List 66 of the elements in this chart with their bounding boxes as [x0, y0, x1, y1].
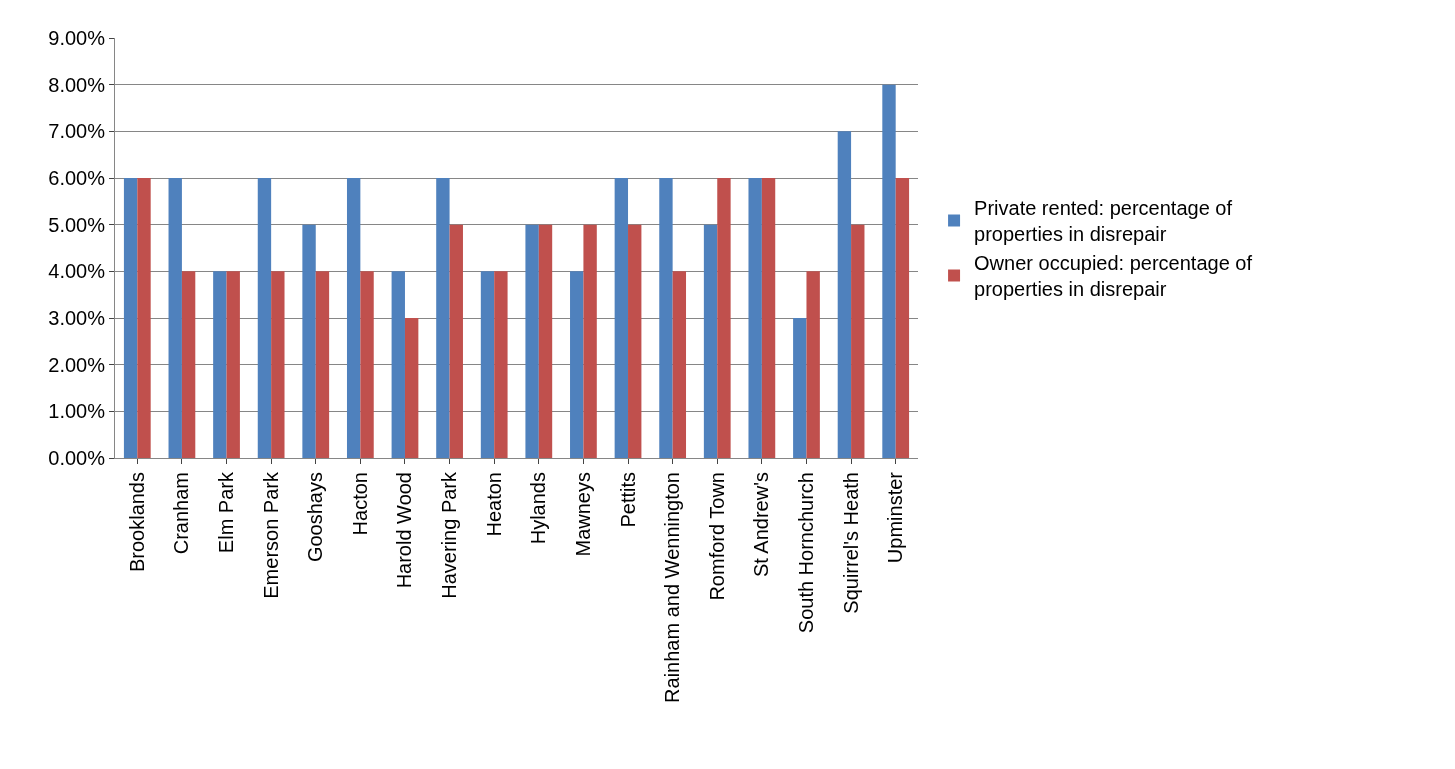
- bar: [302, 224, 316, 458]
- x-tick-label: Rainham and Wennington: [661, 472, 684, 703]
- bar: [717, 178, 731, 458]
- y-tick-label: 5.00%: [48, 213, 106, 236]
- bar: [449, 224, 463, 458]
- bar: [213, 271, 227, 458]
- bar: [168, 178, 182, 458]
- bar: [583, 224, 597, 458]
- bar: [525, 224, 539, 458]
- bar: [793, 318, 807, 458]
- bar: [882, 84, 896, 458]
- bar: [659, 178, 673, 458]
- bar: [672, 271, 687, 458]
- x-tick-label: Heaton: [482, 472, 505, 537]
- x-tick-label: Harold Wood: [393, 472, 416, 589]
- bar: [614, 178, 629, 458]
- bar: [806, 271, 820, 458]
- legend-label: Owner occupied: percentage of properties in disrepair: [974, 252, 1253, 301]
- x-tick-label: Pettits: [616, 472, 639, 528]
- bar: [895, 178, 910, 458]
- x-tick-label: Gooshays: [304, 472, 327, 563]
- y-tick-label: 8.00%: [48, 73, 106, 96]
- bar: [360, 271, 374, 458]
- bar: [404, 318, 419, 458]
- bar: [123, 178, 138, 458]
- bar: [703, 224, 718, 458]
- x-tick-label: Hacton: [348, 472, 371, 536]
- x-tick-label: Havering Park: [438, 471, 461, 599]
- y-tick-label: 3.00%: [48, 307, 106, 329]
- y-tick-label: 9.00%: [48, 27, 106, 49]
- x-tick-label: South Hornchurch: [794, 472, 817, 634]
- y-tick-label: 0.00%: [48, 447, 106, 469]
- bar: [257, 178, 272, 458]
- x-tick-label: Mawneys: [571, 472, 594, 557]
- y-tick-label: 4.00%: [48, 260, 106, 283]
- y-tick-label: 7.00%: [48, 120, 106, 143]
- bar: [748, 178, 762, 458]
- legend-label: Private rented: percentage of properties in disrepair: [974, 197, 1233, 246]
- bar: [570, 271, 584, 458]
- y-tick-label: 1.00%: [48, 400, 106, 423]
- x-tick-label: Cranham: [170, 472, 193, 555]
- bar: [226, 271, 240, 458]
- bar: [137, 178, 151, 458]
- bar: [181, 271, 196, 458]
- bar: [494, 271, 508, 458]
- x-tick-label: St Andrew's: [750, 472, 773, 577]
- bar: [837, 131, 852, 458]
- bar: [271, 271, 285, 458]
- x-tick-label: Romford Town: [705, 472, 728, 601]
- x-tick-label: Squirrel's Heath: [839, 472, 862, 614]
- bar: [480, 271, 495, 458]
- bar: [346, 178, 361, 458]
- bar: [538, 224, 553, 458]
- bar: [761, 178, 776, 458]
- bar: [315, 271, 330, 458]
- x-tick-label: Brooklands: [125, 472, 148, 573]
- bar: [436, 178, 450, 458]
- bar: [391, 271, 405, 458]
- bar: [628, 224, 642, 458]
- x-tick-label: Elm Park: [215, 471, 238, 554]
- x-tick-label: Upminster: [884, 471, 907, 564]
- y-tick-label: 2.00%: [48, 353, 106, 376]
- x-tick-label: Emerson Park: [259, 471, 282, 599]
- bar: [851, 224, 865, 458]
- x-tick-label: Hylands: [527, 472, 550, 545]
- y-tick-label: 6.00%: [48, 167, 106, 189]
